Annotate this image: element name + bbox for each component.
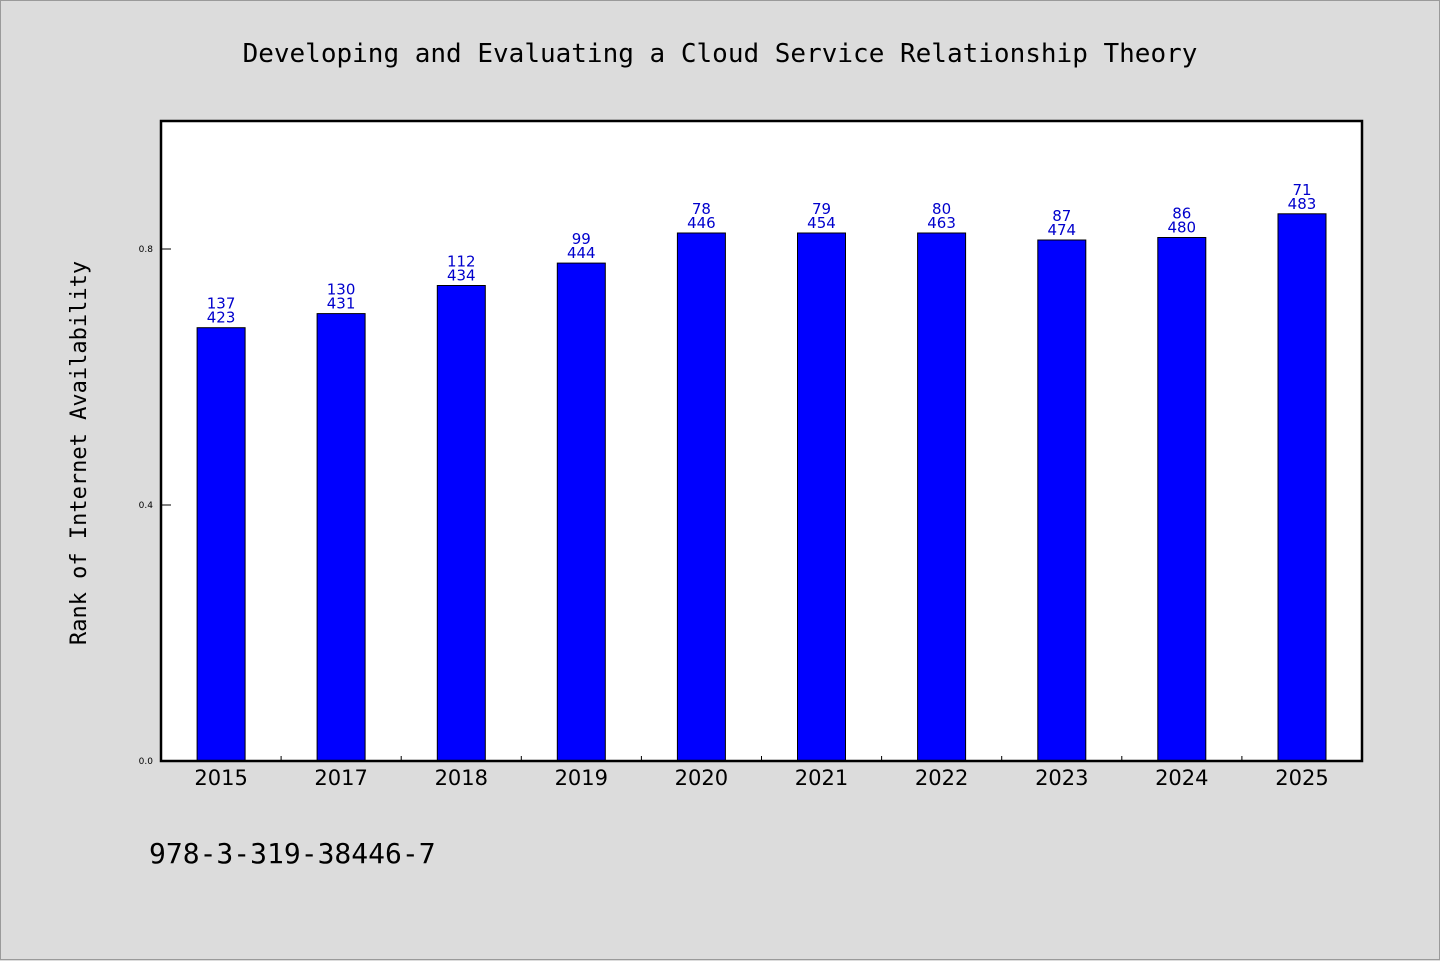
- data-label-bottom-2020: 446: [687, 214, 716, 232]
- x-tick-label-2024: 2024: [1155, 766, 1208, 790]
- data-label-top-2015: 137: [207, 295, 236, 313]
- plot-frame: [159, 119, 1364, 763]
- x-tick-label-2021: 2021: [795, 766, 848, 790]
- data-label-bottom-2019: 444: [567, 244, 596, 262]
- x-tick-labels: 2015 2017 2018 2019 2020 2021 2022 2023 2024 2025: [194, 766, 1328, 790]
- x-tick-label-2020: 2020: [675, 766, 728, 790]
- bar-2020: [676, 232, 726, 762]
- data-label-top-2025: 71: [1292, 181, 1311, 199]
- bar-2022: [917, 232, 967, 762]
- bar-2018: [436, 285, 486, 762]
- y-tick-label-0: 0.0: [139, 757, 154, 767]
- data-label-bottom-2025: 483: [1288, 195, 1317, 213]
- data-label-bottom-2022: 463: [927, 214, 956, 232]
- bar-2021: [797, 232, 846, 762]
- data-label-bottom-2018: 434: [447, 267, 476, 285]
- data-label-bottom-2023: 474: [1047, 221, 1076, 239]
- y-tick-label-1: 0.4: [139, 501, 154, 511]
- y-tick-label-2: 0.8: [139, 245, 154, 255]
- y-axis-label: Rank of Internet Availability: [67, 261, 92, 645]
- data-label-top-2021: 79: [812, 200, 831, 218]
- data-label-bottom-2024: 480: [1167, 219, 1196, 237]
- data-label-bottom-2017: 431: [327, 295, 356, 313]
- data-label-top-2019: 99: [572, 230, 591, 248]
- bar-2019: [556, 262, 606, 762]
- isbn-label: 978-3-319-38446-7: [149, 837, 436, 870]
- data-label-top-2020: 78: [692, 200, 711, 218]
- x-tick-label-2015: 2015: [194, 766, 247, 790]
- bars: [196, 213, 1327, 762]
- bar-2025: [1277, 213, 1327, 762]
- data-label-top-2022: 80: [932, 200, 951, 218]
- data-label-top-2023: 87: [1052, 207, 1071, 225]
- bar-2017: [316, 313, 366, 762]
- x-tick-label-2017: 2017: [314, 766, 367, 790]
- x-tick-label-2025: 2025: [1275, 766, 1328, 790]
- bar-2015: [196, 327, 246, 762]
- data-label-bottom-2021: 454: [807, 214, 836, 232]
- x-tick-label-2023: 2023: [1035, 766, 1088, 790]
- chart-title: Developing and Evaluating a Cloud Servic…: [243, 39, 1198, 69]
- x-tick-label-2019: 2019: [555, 766, 608, 790]
- y-tick-labels: 0.0 0.4 0.8: [139, 245, 154, 767]
- data-label-bottom-2015: 423: [207, 309, 236, 327]
- data-label-top-2018: 112: [447, 253, 476, 271]
- data-label-top-2024: 86: [1172, 205, 1191, 223]
- x-tick-label-2022: 2022: [915, 766, 968, 790]
- x-tick-label-2018: 2018: [435, 766, 488, 790]
- data-label-top-2017: 130: [327, 281, 356, 299]
- bar-2023: [1037, 239, 1087, 762]
- bar-2024: [1157, 237, 1207, 762]
